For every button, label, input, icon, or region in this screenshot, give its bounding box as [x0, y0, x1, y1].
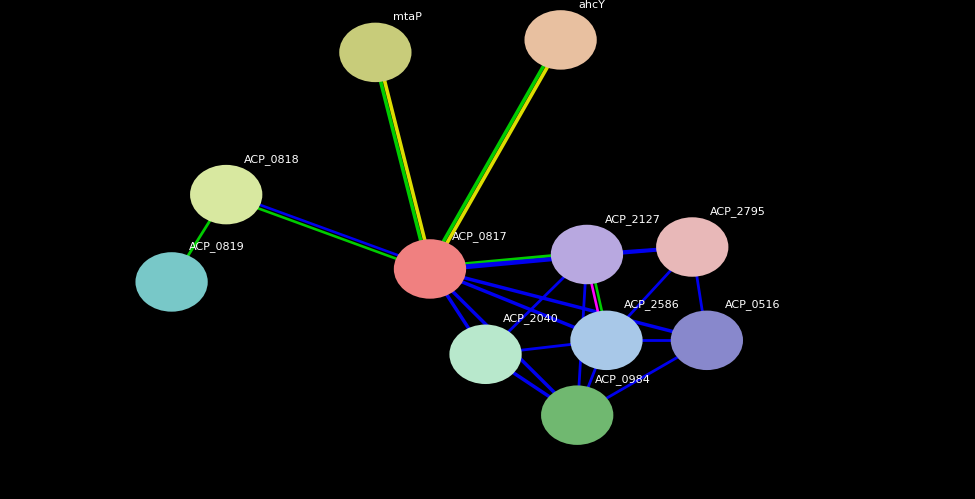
- Ellipse shape: [542, 386, 612, 444]
- Text: ACP_2127: ACP_2127: [604, 214, 660, 225]
- Ellipse shape: [191, 166, 261, 224]
- Text: ACP_0818: ACP_0818: [244, 154, 299, 165]
- Text: ahcY: ahcY: [578, 0, 605, 10]
- Text: ACP_0819: ACP_0819: [189, 241, 245, 252]
- Ellipse shape: [136, 253, 207, 310]
- Text: ACP_2040: ACP_2040: [503, 313, 559, 324]
- Ellipse shape: [657, 219, 727, 275]
- Ellipse shape: [340, 23, 410, 81]
- Ellipse shape: [395, 240, 465, 297]
- Text: ACP_0516: ACP_0516: [724, 299, 780, 310]
- Ellipse shape: [552, 226, 622, 283]
- Text: mtaP: mtaP: [393, 12, 422, 22]
- Ellipse shape: [571, 311, 642, 369]
- Text: ACP_0817: ACP_0817: [451, 231, 507, 242]
- Ellipse shape: [672, 311, 742, 369]
- Text: ACP_2586: ACP_2586: [624, 299, 680, 310]
- Text: ACP_0984: ACP_0984: [595, 374, 650, 385]
- Ellipse shape: [450, 326, 521, 383]
- Text: ACP_2795: ACP_2795: [710, 206, 765, 217]
- Ellipse shape: [526, 11, 596, 68]
